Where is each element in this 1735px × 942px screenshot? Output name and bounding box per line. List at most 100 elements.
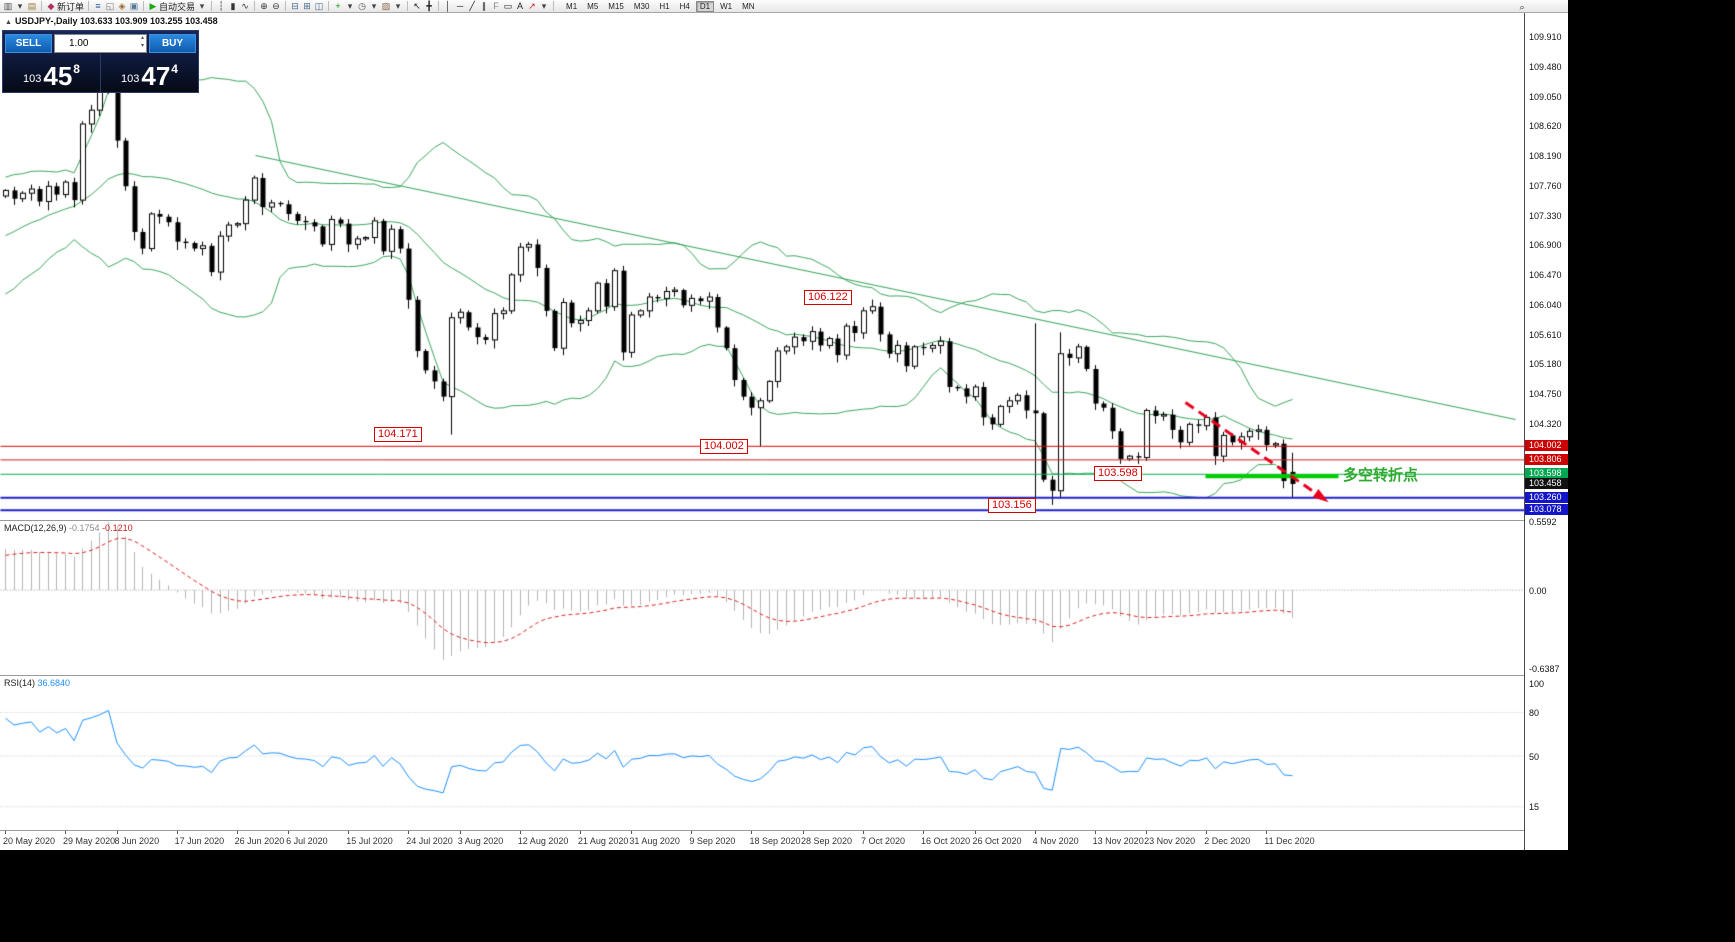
zoom-in-icon: ⊕ <box>260 0 268 11</box>
channel-icon: ∥ <box>481 0 487 11</box>
date-tick <box>863 831 864 834</box>
date-tick <box>1094 831 1096 834</box>
bid-main: 45 <box>43 61 73 91</box>
date-label: 3 Aug 2020 <box>457 836 504 846</box>
candlestick-icon[interactable]: ▮ <box>227 0 239 12</box>
timeframe-h4[interactable]: H4 <box>676 1 694 12</box>
text-icon[interactable]: A <box>514 0 526 12</box>
timeframe-m30[interactable]: M30 <box>630 1 654 12</box>
objects-dropdown-icon[interactable]: ▾ <box>538 0 550 12</box>
new-chart-icon[interactable]: ▥ <box>2 0 14 12</box>
volume-spinner[interactable]: ▴ ▾ <box>141 35 144 51</box>
navigator-icon[interactable]: ◈ <box>116 0 128 12</box>
crosshair-icon: ╋ <box>426 0 432 11</box>
date-tick <box>519 831 521 834</box>
terminal-icon[interactable]: ▣ <box>128 0 140 12</box>
channel-icon[interactable]: ∥ <box>478 0 490 12</box>
tile-horizontal-icon[interactable]: ⊟ <box>289 0 301 12</box>
ask-price: 103 47 4 <box>101 54 198 92</box>
price-axis-tag: 103.598 <box>1525 468 1568 480</box>
line-chart-icon[interactable]: ∿ <box>239 0 251 12</box>
buy-button[interactable]: BUY <box>149 34 196 53</box>
templates-dropdown-icon[interactable]: ▾ <box>392 0 404 12</box>
shapes-icon[interactable]: ▭ <box>502 0 514 12</box>
horizontal-line-icon[interactable]: ─ <box>454 0 466 12</box>
autotrade-icon: ▶ <box>149 0 157 11</box>
date-label: 2 Dec 2020 <box>1204 836 1251 846</box>
tile-vertical-icon: ⊞ <box>303 0 311 11</box>
timeframe-d1[interactable]: D1 <box>695 0 715 12</box>
date-label: 24 Jul 2020 <box>406 836 453 846</box>
zoom-out-icon[interactable]: ⊖ <box>270 0 282 12</box>
templates-icon[interactable]: ▨ <box>380 0 392 12</box>
market-watch-icon: ≡ <box>95 0 101 11</box>
price-chart-canvas[interactable] <box>0 13 1524 850</box>
search-icon: ⌕ <box>1519 1 1525 12</box>
volume-field[interactable]: 1.00 ▴ ▾ <box>54 34 147 53</box>
timeframe-h1[interactable]: H1 <box>655 1 673 12</box>
new-order-icon[interactable]: ◆ 新订单 <box>45 0 85 12</box>
spin-up-icon[interactable]: ▴ <box>140 35 144 41</box>
periods-dropdown-icon: ▾ <box>371 0 377 11</box>
periods-icon: ◷ <box>358 0 366 11</box>
price-axis-tag: 104.002 <box>1525 440 1568 452</box>
cursor-icon[interactable]: ↖ <box>411 0 423 12</box>
indicators-dropdown-icon: ▾ <box>347 0 353 11</box>
fibonacci-icon[interactable]: F <box>490 0 502 12</box>
bar-chart-icon[interactable]: ┆ <box>215 0 227 12</box>
date-label: 29 May 2020 <box>63 836 116 846</box>
toolbar-separator <box>41 1 42 11</box>
date-label: 12 Aug 2020 <box>517 836 569 846</box>
date-tick <box>751 831 753 834</box>
periods-dropdown-icon[interactable]: ▾ <box>368 0 380 12</box>
shapes-icon: ▭ <box>503 0 513 11</box>
crosshair-icon[interactable]: ╋ <box>423 0 435 12</box>
search-icon[interactable]: ⌕ <box>1516 1 1528 13</box>
price-axis[interactable]: 109.910 109.480 109.050 108.620 108.190 107.7… <box>1524 13 1568 850</box>
horizontal-line-icon: ─ <box>456 0 464 11</box>
market-watch-icon[interactable]: ≡ <box>92 0 104 12</box>
sell-button[interactable]: SELL <box>5 34 52 53</box>
time-axis[interactable]: 20 May 2020 29 May 2020 8 Jun 2020 17 Jun 2… <box>0 831 1524 850</box>
timeframe-m1[interactable]: M1 <box>562 1 581 12</box>
arrow-tool-icon: ↗ <box>528 0 536 11</box>
data-window-icon[interactable]: ◱ <box>104 0 116 12</box>
price-axis-tag: 103.458 <box>1525 477 1568 489</box>
tile-vertical-icon[interactable]: ⊞ <box>301 0 313 12</box>
spin-down-icon[interactable]: ▾ <box>140 43 144 49</box>
indicators-dropdown-icon[interactable]: ▾ <box>344 0 356 12</box>
price-axis-label: 104.320 <box>1529 418 1562 429</box>
arrow-tool-icon[interactable]: ↗ <box>526 0 538 12</box>
timeframe-m15[interactable]: M15 <box>604 1 628 12</box>
date-label: 4 Nov 2020 <box>1032 836 1079 846</box>
price-axis-label: 105.610 <box>1529 329 1562 340</box>
date-tick <box>176 831 178 834</box>
toolbar: ▥ ▾ ▤ ◆ 新订单 ≡ ◱ ◈ ▣ ▶ 自动交易 ▾ ┆ ▮ ∿ ⊕ ⊖ ⊟ ⊞ ◫ + ▾ ◷ ▾ ▨ ▾ ↖ ╋ │ ─ ╱ ∥ F ▭ A… <box>0 0 1568 13</box>
trendline-icon[interactable]: ╱ <box>466 0 478 12</box>
zoom-in-icon[interactable]: ⊕ <box>258 0 270 12</box>
text-icon: A <box>517 0 524 11</box>
timeframe-m5[interactable]: M5 <box>583 1 602 12</box>
autotrade-icon[interactable]: ▶ 自动交易 <box>147 0 196 12</box>
toolbar-separator <box>553 1 555 11</box>
indicators-add-icon[interactable]: + <box>332 0 344 12</box>
zoom-out-icon: ⊖ <box>272 0 280 11</box>
timeframe-w1[interactable]: W1 <box>716 1 736 12</box>
date-label: 21 Aug 2020 <box>577 836 629 846</box>
cascade-windows-icon[interactable]: ◫ <box>313 0 325 12</box>
macd-axis-label: 0.5592 <box>1529 517 1557 527</box>
profiles-icon[interactable]: ▤ <box>26 0 38 12</box>
rsi-axis-label: 100 <box>1529 679 1545 689</box>
date-tick <box>631 831 633 834</box>
chart-dropdown-icon[interactable]: ▾ <box>14 0 26 12</box>
date-label: 20 May 2020 <box>3 836 56 846</box>
timeframe-mn[interactable]: MN <box>738 1 758 12</box>
new-order-icon-label: 新订单 <box>57 1 85 12</box>
vertical-line-icon: │ <box>445 0 451 11</box>
rsi-axis-label: 15 <box>1529 802 1540 813</box>
autotrade-dropdown-icon[interactable]: ▾ <box>196 0 208 12</box>
chart-dropdown-icon: ▾ <box>17 0 23 11</box>
periods-icon[interactable]: ◷ <box>356 0 368 12</box>
collapse-icon[interactable]: ▲ <box>5 19 12 26</box>
vertical-line-icon[interactable]: │ <box>442 0 454 12</box>
